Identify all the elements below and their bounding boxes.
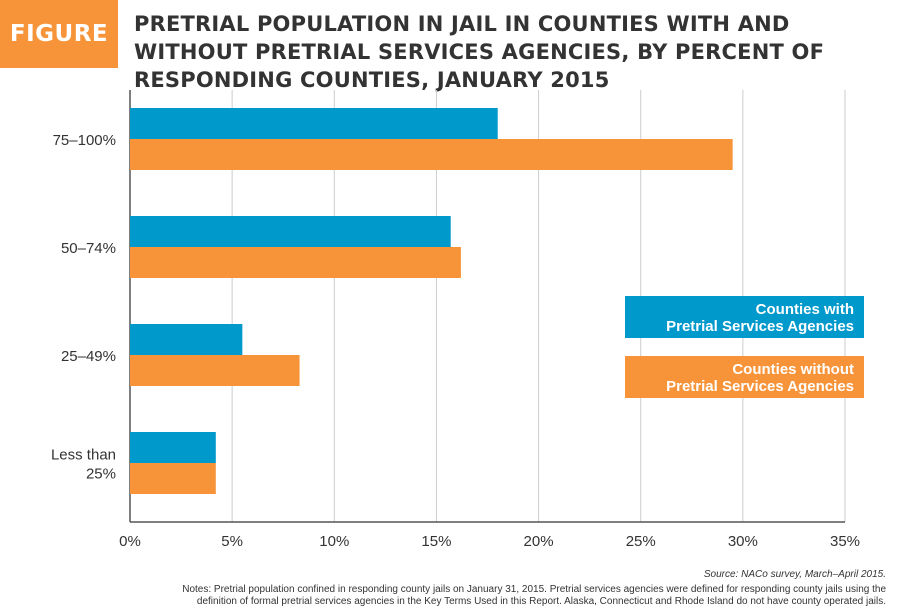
bar-without — [130, 139, 733, 170]
x-tick-label: 35% — [830, 533, 860, 550]
bar-without — [130, 463, 216, 494]
category-label: 50–74% — [61, 240, 116, 257]
bar-with — [130, 216, 451, 247]
x-tick-label: 10% — [319, 533, 349, 550]
x-tick-label: 25% — [626, 533, 656, 550]
notes: Notes: Pretrial population confined in r… — [182, 584, 886, 607]
category-label: 25% — [86, 466, 116, 483]
legend-label: Pretrial Services Agencies — [666, 378, 854, 395]
x-tick-label: 0% — [119, 533, 141, 550]
x-tick-label: 15% — [421, 533, 451, 550]
legend-label: Counties with — [756, 301, 854, 318]
x-tick-label: 30% — [728, 533, 758, 550]
x-tick-label: 5% — [221, 533, 243, 550]
legend-swatch — [625, 296, 864, 338]
chart-title: PRETRIAL POPULATION IN JAIL IN COUNTIES … — [134, 12, 825, 92]
bar-without — [130, 355, 300, 386]
bar-with — [130, 324, 243, 355]
x-tick-label: 20% — [524, 533, 554, 550]
category-label: 75–100% — [53, 132, 116, 149]
bar-with — [130, 108, 498, 139]
bar-with — [130, 432, 216, 463]
category-label: Less than — [51, 447, 116, 464]
source-note: Source: NACo survey, March–April 2015. — [703, 569, 886, 580]
legend-swatch — [625, 356, 864, 398]
category-label: 25–49% — [61, 348, 116, 365]
legend-label: Counties without — [732, 361, 854, 378]
bar-without — [130, 247, 461, 278]
legend-label: Pretrial Services Agencies — [666, 318, 854, 335]
figure-label: FIGURE 7. — [0, 0, 118, 115]
bar-chart: 0% 5% 10% 15% 20% 25% 30% 35% 75–100% 50–74% 25–49… — [51, 90, 864, 550]
